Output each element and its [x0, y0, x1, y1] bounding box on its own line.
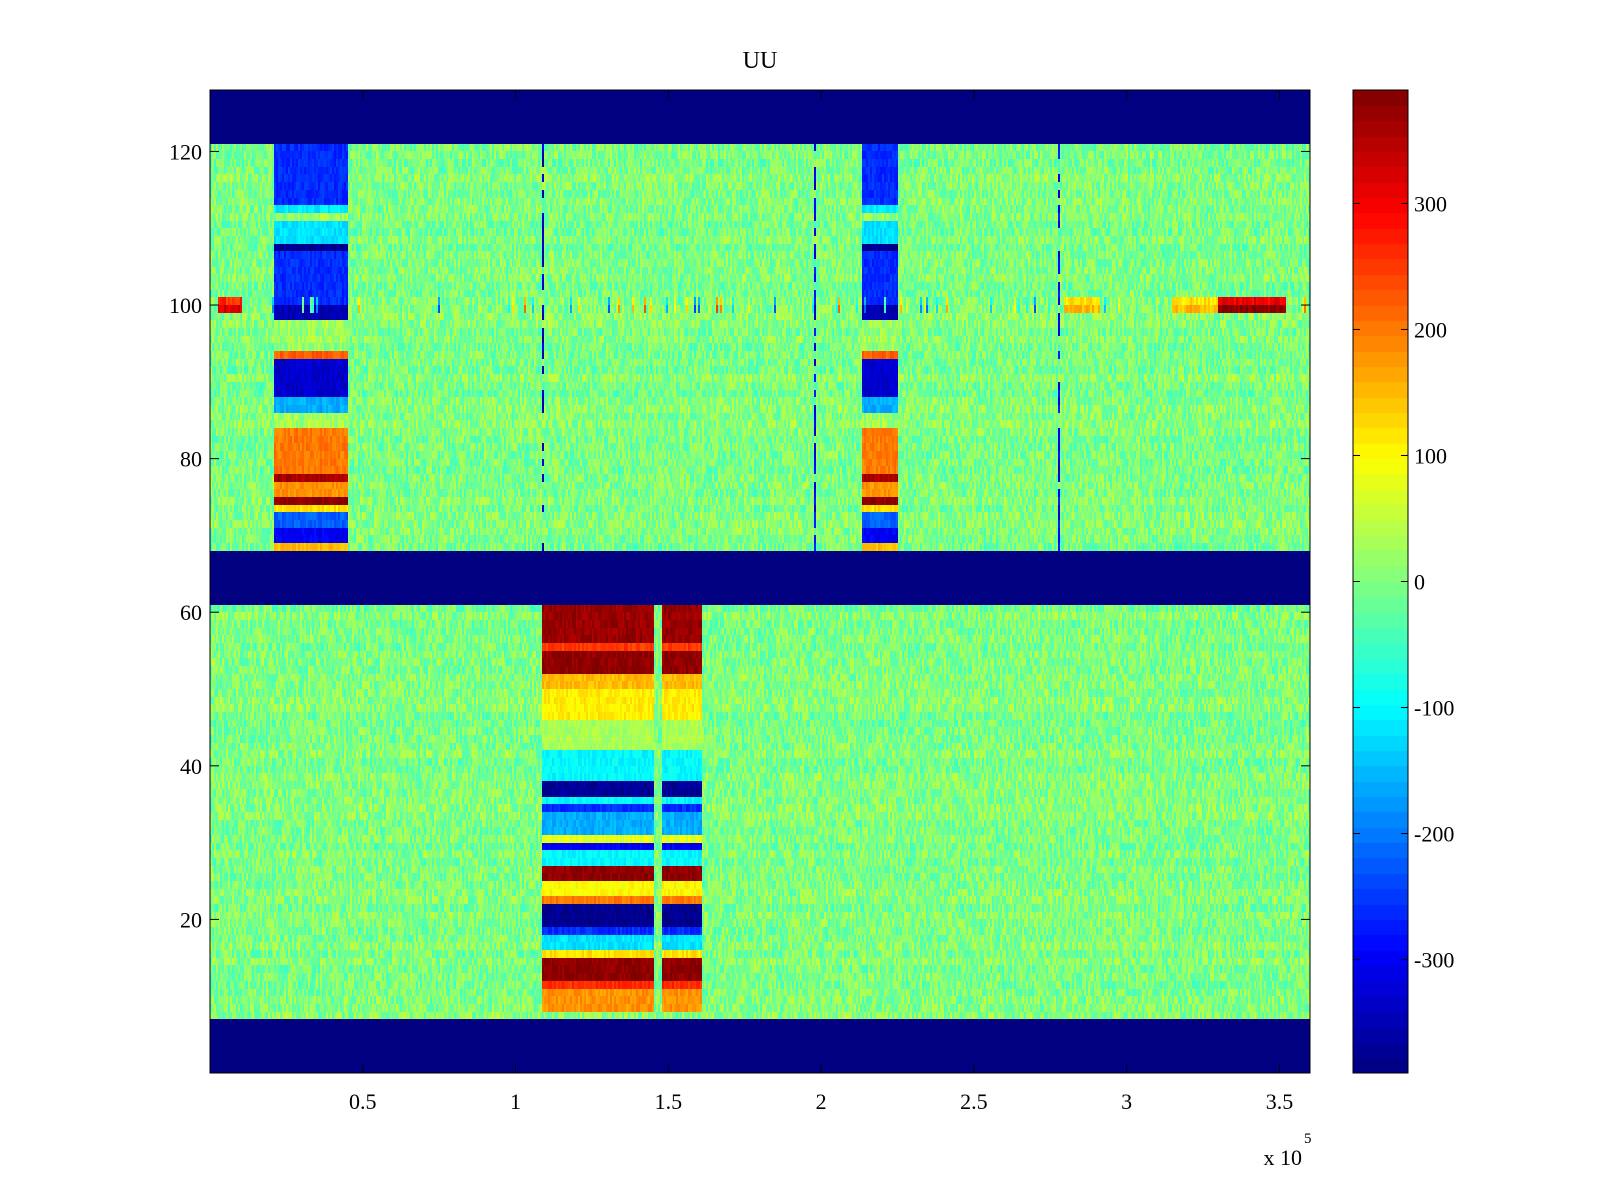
colorbar-frame	[1352, 89, 1409, 1074]
x-tick-label: 2	[816, 1089, 827, 1114]
y-tick-label: 20	[180, 907, 202, 932]
colorbar-tick-label: -200	[1414, 822, 1454, 847]
colorbar-tick-label: -300	[1414, 948, 1454, 973]
x-tick-label: 0.5	[349, 1089, 377, 1114]
colorbar-tick-label: -100	[1414, 696, 1454, 721]
y-tick-label: 40	[180, 754, 202, 779]
colorbar-tick-label: 100	[1414, 443, 1447, 468]
colorbar-gradient	[1353, 90, 1408, 1073]
y-tick-label: 80	[180, 447, 202, 472]
y-tick-label: 120	[169, 139, 202, 164]
x-tick-label: 1	[510, 1089, 521, 1114]
colorbar-tick-label: 200	[1414, 317, 1447, 342]
x-axis-ticks: 0.5 1 1.5 2 2.5 3 3.5	[349, 90, 1293, 1114]
heatmap-image	[210, 90, 1310, 1073]
x-tick-label: 1.5	[655, 1089, 683, 1114]
y-tick-label: 60	[180, 600, 202, 625]
colorbar-tick-label: 0	[1414, 570, 1425, 595]
x-tick-label: 3	[1121, 1089, 1132, 1114]
y-axis-ticks: 20 40 60 80 100 120	[169, 139, 1310, 932]
x-exponent-label: x 10	[1264, 1145, 1303, 1170]
x-tick-label: 3.5	[1266, 1089, 1294, 1114]
x-tick-label: 2.5	[960, 1089, 988, 1114]
x-exponent-power: 5	[1304, 1131, 1312, 1147]
plot-frame	[209, 89, 1311, 1074]
y-tick-label: 100	[169, 293, 202, 318]
colorbar-tick-label: 300	[1414, 191, 1447, 216]
chart-title: UU	[743, 48, 778, 74]
colorbar-ticks: 300 200 100 0 -100 -200 -300	[1353, 191, 1454, 973]
